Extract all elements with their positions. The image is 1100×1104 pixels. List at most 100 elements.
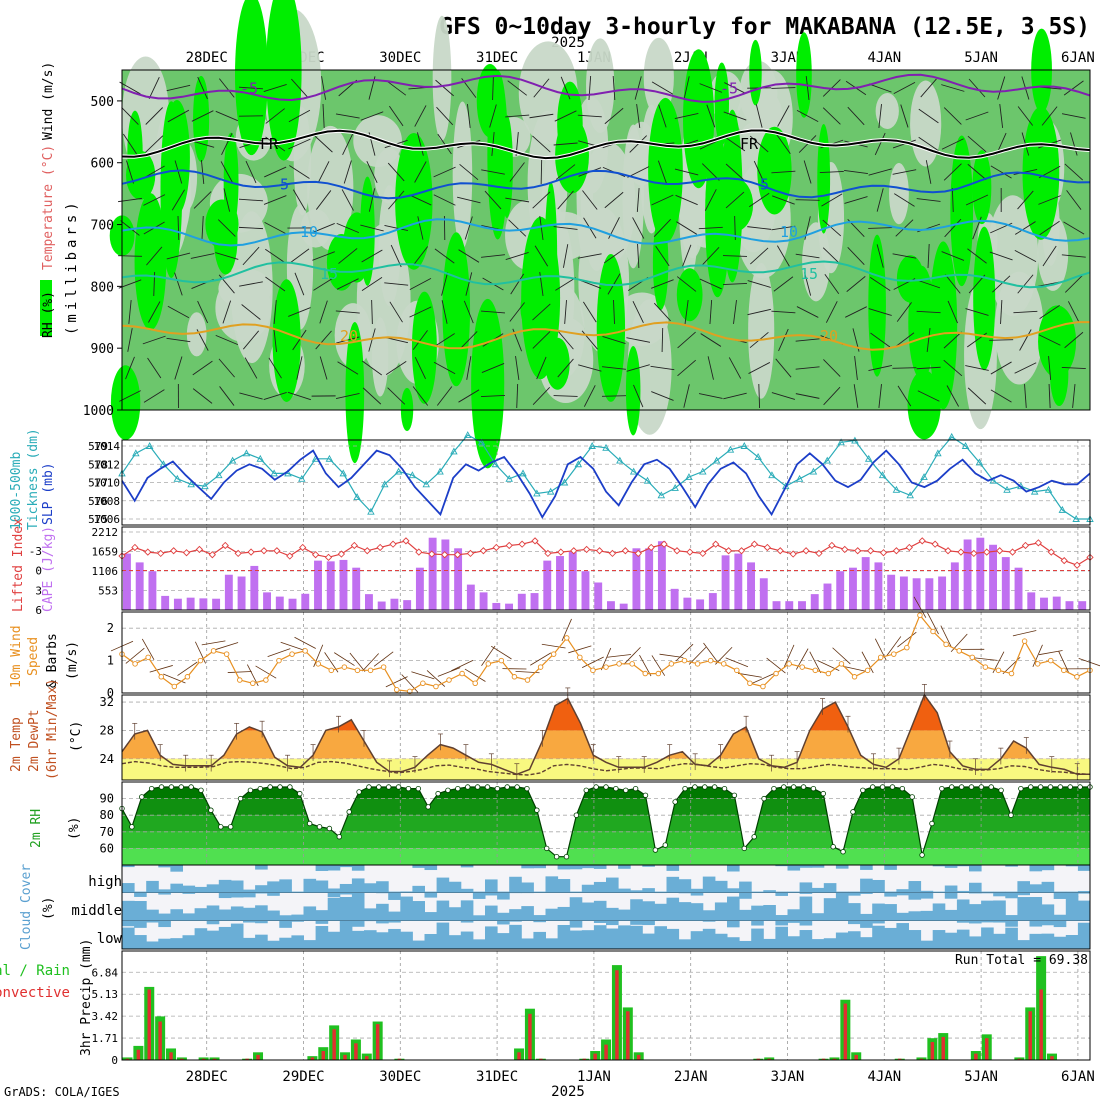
cloud-bar [425, 912, 438, 921]
pressure-tick-label: 900 [91, 342, 114, 357]
cape-bar [340, 560, 348, 610]
li-point [261, 548, 267, 554]
precip-conv-bar [931, 1042, 934, 1060]
cloud-bar-top [255, 865, 268, 870]
cloud-bar [509, 925, 522, 949]
date-label-bottom: 30DEC [379, 1069, 421, 1085]
pressure-tick-label: 1000 [83, 404, 114, 419]
rh2m-point [327, 826, 332, 831]
cloud-bar [449, 882, 462, 893]
wind10-point [1022, 639, 1027, 644]
cloud-bar-top [425, 865, 438, 870]
cloud-bar [896, 923, 909, 949]
cloud-bar [630, 890, 643, 893]
rh2m-point [248, 788, 253, 793]
slp-tick-label: 1010 [94, 477, 121, 490]
cloud-bar [279, 879, 292, 893]
li-point [777, 548, 783, 554]
cape-bar [582, 571, 590, 610]
cloud-bar [1017, 897, 1030, 921]
rh2m-point [781, 785, 786, 790]
cloud-bar-top [884, 893, 897, 897]
wind10-barb [228, 672, 252, 673]
cloud-bar-top [848, 921, 861, 924]
cloud-bar-top [836, 893, 849, 899]
wind10-point [329, 668, 334, 673]
cloud-bar [727, 897, 740, 921]
li-point [326, 554, 332, 560]
cloud-bar-top [533, 921, 546, 922]
wind10-barb [281, 642, 304, 650]
cloud-bar [400, 932, 413, 949]
cloud-bar [170, 938, 183, 949]
cloud-bar [1030, 897, 1043, 921]
rh2m-point [1078, 785, 1083, 790]
precip-conv-bar [604, 1045, 607, 1060]
cloud-bar [449, 935, 462, 949]
rh2m-point [386, 785, 391, 790]
li-point [558, 549, 564, 555]
cloud-bar [836, 933, 849, 949]
li-point [1010, 549, 1016, 555]
cloud-bar-top [848, 893, 861, 896]
precip-tick-label: 0 [111, 1054, 118, 1067]
wind10-point [826, 671, 831, 676]
cloud-bar-top [739, 893, 752, 899]
cloud-bar [884, 904, 897, 921]
cape-bar [416, 568, 424, 610]
wind10-point [944, 642, 949, 647]
cloud-bar [1066, 896, 1079, 921]
cape-bar [518, 594, 526, 610]
rh2m-labels: 2m RH (%) [29, 809, 82, 848]
wind10-point [486, 662, 491, 667]
cloud-bar-top [243, 921, 256, 923]
temp-fill-group [122, 695, 1090, 759]
wind10-point [787, 662, 792, 667]
date-label-bottom: 3JAN [771, 1069, 805, 1085]
date-label-top: 30DEC [379, 50, 421, 66]
cloud-bar [328, 898, 341, 921]
wind10-point [970, 655, 975, 660]
precip-conv-bar [854, 1055, 857, 1060]
rh2m-point [663, 843, 668, 848]
cloud-bar-top [921, 893, 934, 899]
cloud-bar [304, 940, 317, 949]
cloud-bar-top [570, 865, 583, 869]
cloud-bar-top [1054, 893, 1067, 899]
rh2m-point [377, 785, 382, 790]
wind10-point [852, 675, 857, 680]
rh-high-region [677, 268, 703, 321]
precip-run-total: Run Total = 69.38 [955, 953, 1088, 968]
date-label-bottom: 29DEC [282, 1069, 324, 1085]
cloud-bar [763, 939, 776, 949]
cloud-bar [146, 910, 159, 921]
wind10-point [237, 678, 242, 683]
cape-bar [136, 562, 144, 610]
slp-tick-label: 1006 [94, 513, 121, 526]
rh2m-point [456, 786, 461, 791]
li-point [751, 541, 757, 547]
rh-light-region [889, 163, 909, 224]
precip-label-b: Convective [0, 985, 70, 1001]
cloud-bar [364, 930, 377, 949]
cloud-bar [243, 908, 256, 921]
cloud-bar [207, 884, 220, 893]
cape-bar [212, 599, 220, 610]
wind-barb [892, 368, 916, 369]
cloud-bar [1054, 915, 1067, 921]
cloud-bar [1042, 882, 1055, 893]
cape-bar [199, 598, 207, 610]
cloud-bar [328, 888, 341, 893]
cloud-bar [630, 926, 643, 949]
cloud-bar-top [1005, 921, 1018, 927]
wind10-barb [451, 660, 473, 670]
cloud-bar [969, 883, 982, 893]
cloud-bar [751, 929, 764, 949]
cloud-bar [546, 876, 559, 893]
wind10-barb [1079, 658, 1100, 666]
cloud-bar [267, 911, 280, 921]
cape-bar [480, 592, 488, 610]
cloud-bar [219, 927, 232, 949]
